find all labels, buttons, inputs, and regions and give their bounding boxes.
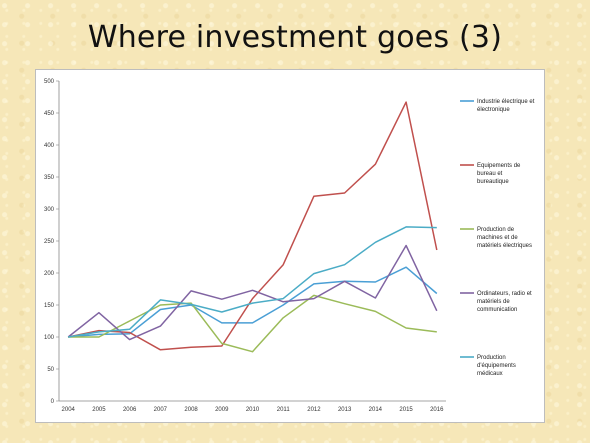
y-tick-label: 450 — [44, 111, 55, 117]
x-tick-label: 2016 — [430, 407, 444, 413]
y-tick-label: 250 — [44, 239, 55, 245]
chart-legend: Industrie électrique et électronique Equip… — [460, 99, 535, 377]
x-tick-label: 2004 — [62, 407, 76, 413]
x-tick-label: 2010 — [246, 407, 260, 413]
y-tick-label: 500 — [44, 79, 55, 85]
chart-frame: 0 50 100 150 200 250 300 350 400 450 500 2004 2005 20… — [35, 69, 545, 423]
chart-series — [67, 101, 438, 353]
legend-label: Industrie électrique et électronique — [477, 99, 535, 113]
x-tick-label: 2009 — [215, 407, 229, 413]
x-tick-label: 2014 — [369, 407, 383, 413]
y-tick-label: 100 — [44, 335, 55, 341]
slide-title: Where investment goes (3) — [87, 20, 503, 55]
x-tick-label: 2006 — [123, 407, 137, 413]
x-tick-label: 2012 — [307, 407, 321, 413]
chart-axes: 0 50 100 150 200 250 300 350 400 450 500 2004 2005 20… — [44, 79, 446, 413]
x-tick-label: 2011 — [277, 407, 291, 413]
series-line — [68, 294, 437, 353]
series-line — [68, 266, 438, 338]
y-tick-label: 50 — [47, 367, 54, 373]
x-tick-label: 2013 — [338, 407, 352, 413]
x-tick-label: 2015 — [399, 407, 413, 413]
legend-label: Production d'équipements médicaux — [477, 355, 516, 377]
x-tick-label: 2008 — [184, 407, 198, 413]
legend-label: Ordinateurs, radio et matériels de communi… — [477, 291, 532, 313]
y-tick-label: 400 — [44, 143, 55, 149]
legend-label: Production de machines et de matériels éle… — [477, 227, 532, 249]
series-line — [68, 226, 437, 338]
y-tick-label: 200 — [44, 271, 55, 277]
y-tick-label: 150 — [44, 303, 55, 309]
x-tick-label: 2005 — [92, 407, 106, 413]
series-line — [68, 101, 438, 351]
y-tick-label: 300 — [44, 207, 55, 213]
y-tick-label: 0 — [51, 399, 55, 405]
x-tick-label: 2007 — [154, 407, 168, 413]
y-tick-label: 350 — [44, 175, 55, 181]
line-chart: 0 50 100 150 200 250 300 350 400 450 500 2004 2005 20… — [44, 79, 535, 413]
legend-label: Equipements de bureau et bureautique — [477, 163, 521, 185]
series-line — [67, 244, 438, 341]
